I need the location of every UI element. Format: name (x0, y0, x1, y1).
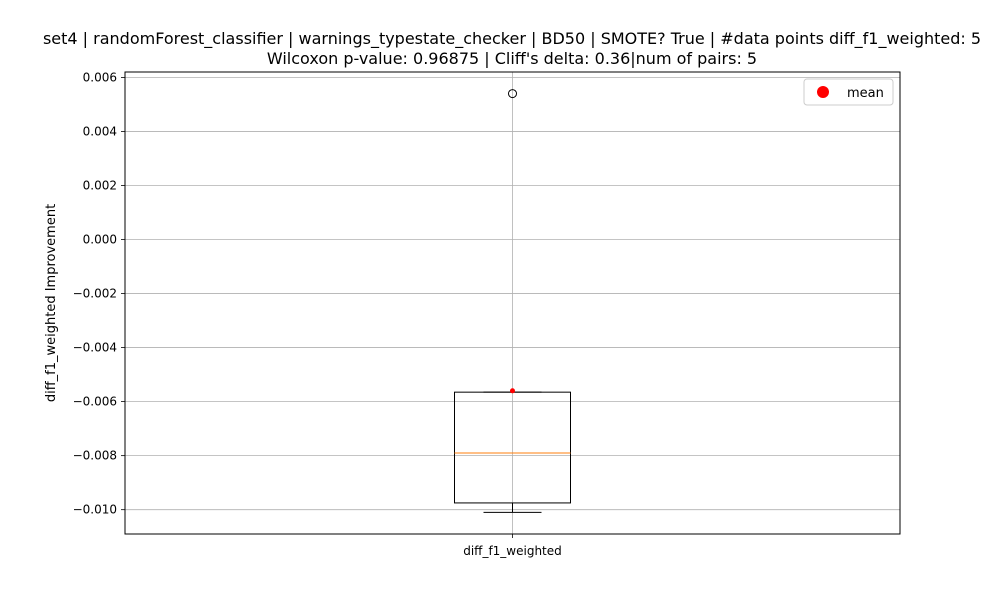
chart-title-line-2: Wilcoxon p-value: 0.96875 | Cliff's delt… (267, 49, 757, 68)
box-plot (454, 89, 571, 513)
y-axis-label: diff_f1_weighted Improvement (44, 204, 59, 402)
mean-marker (510, 388, 515, 394)
y-tick-label: 0.004 (83, 124, 117, 138)
y-tick-label: 0.002 (83, 178, 117, 192)
outlier-point (508, 89, 517, 99)
axes: −0.010 −0.008 −0.006 −0.004 −0.002 0.000 0.002… (73, 70, 901, 558)
x-tick-label: diff_f1_weighted (463, 544, 562, 558)
chart-title-line-1: set4 | randomForest_classifier | warning… (43, 29, 981, 49)
legend-mean-marker (817, 86, 829, 98)
y-tick-label: −0.008 (73, 449, 117, 463)
legend-box (803, 78, 894, 106)
y-tick-label: −0.004 (73, 341, 117, 355)
y-tick-label: 0.000 (83, 233, 117, 247)
grid-lines (125, 72, 900, 534)
plot-frame (124, 71, 901, 535)
y-tick-label: −0.006 (73, 395, 117, 409)
y-tick-label: −0.002 (73, 287, 117, 301)
legend-mean-label: mean (847, 86, 884, 101)
y-tick-label: 0.006 (83, 70, 117, 84)
legend: mean (803, 78, 894, 106)
y-tick-label: −0.010 (73, 503, 117, 517)
